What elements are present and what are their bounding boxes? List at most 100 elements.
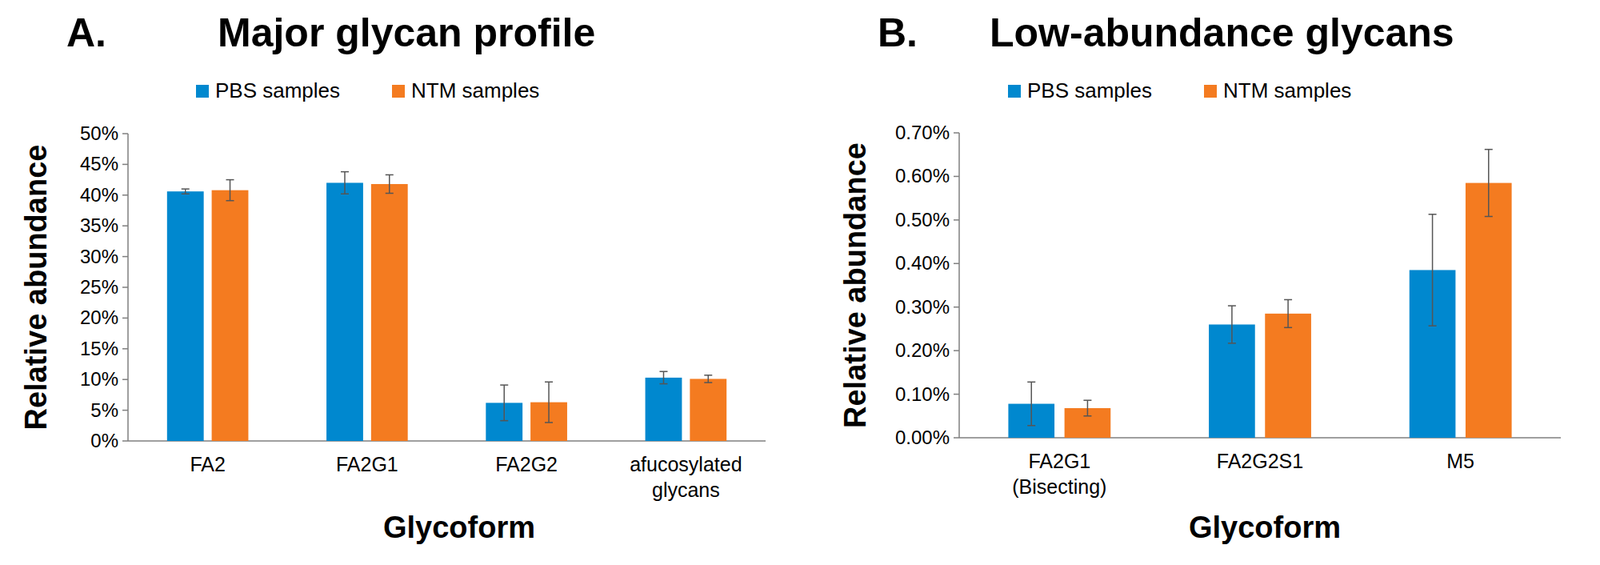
y-tick-label: 40% [80, 184, 119, 206]
x-axis-title: Glycoform [1188, 510, 1341, 544]
chart-title: Low-abundance glycans [989, 10, 1455, 56]
y-tick-label: 10% [80, 368, 119, 390]
y-tick [953, 132, 960, 134]
legend: PBS samples NTM samples [196, 78, 540, 103]
error-stem [1030, 381, 1032, 425]
error-cap [1228, 304, 1236, 307]
error-cap [181, 188, 190, 190]
error-stem [388, 174, 391, 193]
y-tick [122, 348, 128, 350]
error-cap [1284, 327, 1292, 329]
y-tick [122, 317, 128, 320]
error-bar [544, 381, 553, 423]
y-tick-label: 0.60% [895, 164, 950, 187]
bar [689, 378, 727, 441]
x-tick-label: FA2 [189, 452, 225, 476]
y-tick [122, 286, 128, 288]
y-tick [122, 224, 128, 227]
legend-swatch [392, 84, 405, 98]
error-stem [503, 384, 505, 421]
error-stem [663, 371, 665, 384]
y-axis-title: Relative abundance [19, 144, 53, 431]
x-tick-label: FA2G2S1 [1216, 449, 1304, 472]
error-cap [500, 420, 508, 422]
x-tick-label: FA2G1(Bisecting) [1012, 449, 1107, 498]
legend-label: PBS samples [1027, 78, 1152, 103]
bar [167, 191, 204, 441]
legend-swatch [196, 84, 209, 98]
error-cap [1484, 148, 1493, 151]
error-cap [1428, 324, 1437, 327]
bar [212, 190, 249, 441]
y-tick-label: 0.50% [895, 208, 950, 231]
error-cap [385, 192, 394, 195]
error-stem [1287, 299, 1289, 328]
y-tick-label: 0.40% [895, 252, 950, 274]
error-cap [544, 381, 553, 384]
error-cap [659, 383, 668, 385]
x-axis-title: Glycoform [383, 510, 536, 544]
bar [326, 182, 364, 441]
y-tick [122, 409, 128, 412]
error-cap [1083, 399, 1092, 401]
y-tick-label: 15% [80, 337, 119, 360]
bar [1264, 313, 1312, 438]
error-stem [708, 375, 710, 383]
chart-title: Major glycan profile [217, 10, 596, 56]
chart: A. Major glycan profile PBS samples NTM sam… [19, 10, 766, 544]
error-stem [1488, 149, 1490, 217]
error-bar [181, 188, 190, 194]
y-tick-label: 35% [80, 214, 119, 236]
error-stem [344, 172, 346, 195]
error-stem [548, 381, 550, 423]
error-bar [1284, 299, 1292, 328]
legend-swatch [1204, 84, 1217, 98]
error-cap [1027, 424, 1036, 427]
bar [1465, 183, 1512, 438]
y-axis-line [958, 132, 960, 438]
error-bar [1228, 305, 1236, 344]
error-stem [1231, 305, 1233, 344]
plot-area [1008, 149, 1512, 438]
error-cap [544, 421, 553, 424]
error-bar [659, 371, 668, 384]
error-cap [1228, 342, 1236, 344]
y-tick [122, 256, 128, 258]
error-bar [1428, 214, 1437, 326]
y-axis-title: Relative abundance [838, 142, 872, 428]
y-tick-label: 0.20% [895, 339, 950, 361]
y-tick-label: 0.30% [895, 296, 950, 318]
y-tick [122, 132, 128, 135]
legend-label: PBS samples [215, 78, 340, 103]
error-cap [659, 370, 668, 372]
y-tick-label: 5% [90, 399, 119, 421]
y-tick [953, 263, 960, 265]
y-tick [953, 393, 960, 396]
error-stem [184, 188, 187, 194]
error-cap [1284, 299, 1292, 301]
y-tick-label: 0.00% [895, 426, 950, 448]
legend-label: NTM samples [1223, 78, 1352, 103]
error-bar [226, 180, 235, 201]
panel-label: B. [877, 10, 918, 56]
error-cap [704, 381, 712, 384]
y-tick [953, 176, 960, 178]
error-cap [1484, 216, 1493, 218]
y-tick [122, 378, 128, 380]
error-cap [704, 374, 712, 376]
error-stem [1087, 400, 1089, 416]
bar [645, 377, 683, 441]
error-cap [340, 193, 349, 196]
error-cap [500, 384, 508, 386]
y-tick [953, 436, 960, 439]
error-bar [1027, 381, 1036, 425]
error-cap [1083, 415, 1092, 417]
error-cap [226, 200, 235, 202]
legend-swatch [1008, 84, 1021, 98]
y-tick [953, 306, 960, 308]
panel-label: A. [66, 10, 107, 56]
error-bar [340, 172, 349, 195]
legend-label: NTM samples [411, 78, 540, 103]
y-tick [122, 440, 128, 442]
x-tick-label: FA2G2 [495, 452, 558, 476]
